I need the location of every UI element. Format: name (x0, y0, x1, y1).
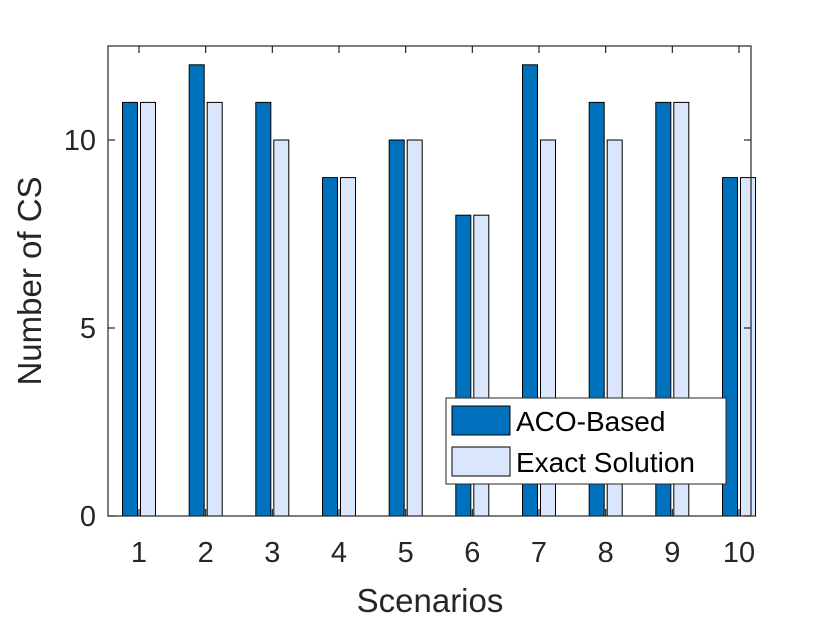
x-tick-label-2: 2 (198, 537, 214, 569)
x-tick-label-10: 10 (723, 537, 755, 569)
bar-exact-solution-3 (273, 139, 290, 517)
plot-area-frame (107, 45, 752, 517)
bars-group (122, 64, 756, 517)
legend-label-exact-solution: Exact Solution (516, 447, 695, 478)
x-tick-label-8: 8 (598, 537, 614, 569)
x-tick-label-3: 3 (264, 537, 280, 569)
bar-exact-solution-1 (140, 101, 156, 517)
x-axis-label: Scenarios (357, 582, 504, 619)
bar-aco-based-5 (388, 139, 405, 517)
legend: ACO-Based Exact Solution (445, 397, 727, 485)
bar-exact-solution-5 (406, 139, 423, 517)
legend-swatch-aco-based (451, 405, 511, 436)
legend-swatch-exact-solution (451, 446, 511, 477)
x-tick-label-6: 6 (464, 537, 480, 569)
x-tick-label-1: 1 (131, 537, 147, 569)
bar-aco-based-2 (188, 64, 205, 517)
legend-label-aco-based: ACO-Based (516, 406, 665, 437)
ticks-group: 0 5 10 1 2 3 4 5 6 7 8 9 10 (64, 46, 755, 569)
bar-aco-based-4 (322, 177, 338, 517)
bar-aco-based-3 (255, 101, 272, 517)
x-tick-label-4: 4 (331, 537, 347, 569)
x-tick-label-9: 9 (664, 537, 680, 569)
bar-exact-solution-4 (340, 177, 356, 517)
y-tick-label-5: 5 (80, 313, 96, 345)
x-tick-label-7: 7 (531, 537, 547, 569)
y-tick-label-0: 0 (80, 501, 96, 533)
y-axis-label: Number of CS (11, 176, 48, 385)
bar-exact-solution-10 (740, 177, 756, 517)
bar-exact-solution-2 (206, 101, 223, 517)
y-tick-label-10: 10 (64, 125, 96, 157)
x-tick-label-5: 5 (398, 537, 414, 569)
bar-aco-based-1 (122, 101, 138, 517)
